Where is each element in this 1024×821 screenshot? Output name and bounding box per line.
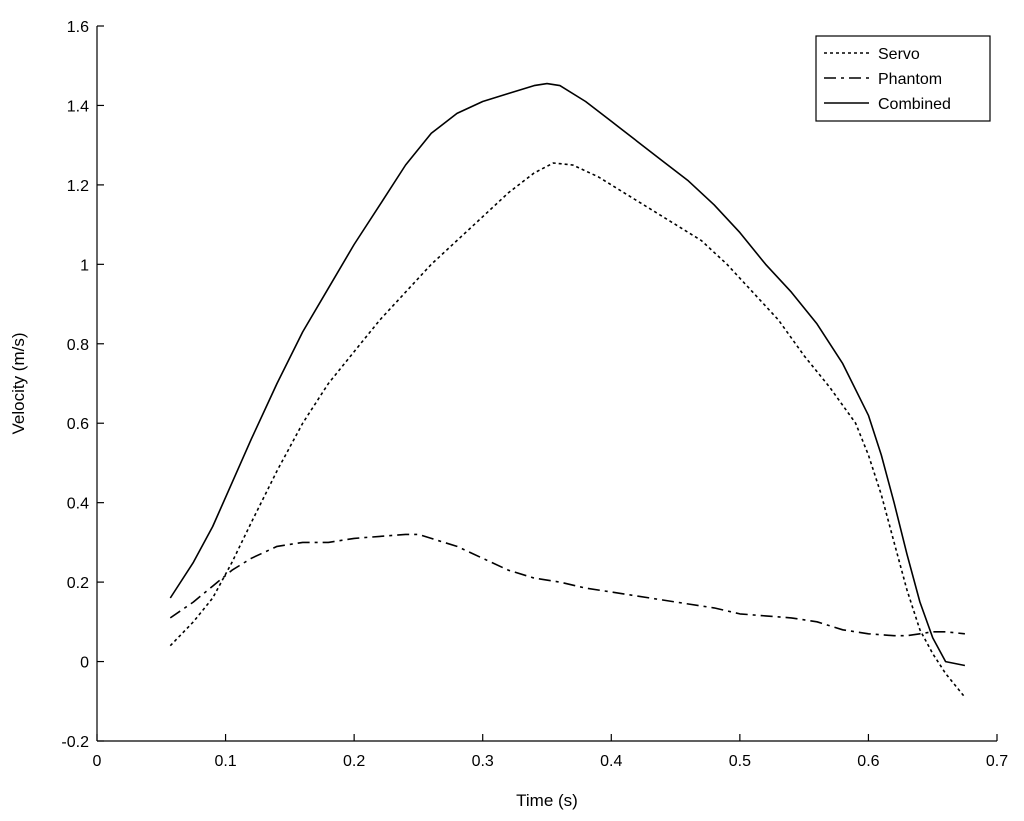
x-tick-label: 0.6 [857,753,879,770]
y-tick-label: 0.6 [67,416,89,433]
legend: Servo Phantom Combined [815,35,991,122]
x-axis-title: Time (s) [516,791,578,810]
x-tick-label: 0.3 [472,753,494,770]
y-tick-label: 0 [80,655,89,672]
y-tick-label: 1.2 [67,178,89,195]
series-line-servo [169,162,966,698]
legend-label-servo: Servo [878,46,920,63]
x-tick-label: 0.5 [729,753,751,770]
y-tick-label: 1.4 [67,98,89,115]
y-tick-label: 1 [80,257,89,274]
series-line-combined [169,82,966,667]
series-line-phantom [169,533,965,637]
x-tick-label: 0 [93,753,102,770]
y-tick-label: 0.8 [67,337,89,354]
legend-box [815,35,991,122]
y-tick-label: 0.2 [67,575,89,592]
x-tick-label: 0.2 [343,753,365,770]
x-tick-label: 0.4 [600,753,622,770]
y-tick-label: -0.2 [61,734,89,751]
axes: -0.200.20.40.60.811.21.41.60 0.1 0.2 0.3 0.4… [61,19,1008,770]
legend-label-phantom: Phantom [878,71,942,88]
legend-label-combined: Combined [878,96,951,113]
x-tick-label: 0.7 [986,753,1008,770]
y-tick-label: 1.6 [67,19,89,36]
x-tick-label: 0.1 [214,753,236,770]
y-tick-label: 0.4 [67,496,89,513]
y-axis-title: Velocity (m/s) [9,332,28,434]
series-group [169,82,966,698]
